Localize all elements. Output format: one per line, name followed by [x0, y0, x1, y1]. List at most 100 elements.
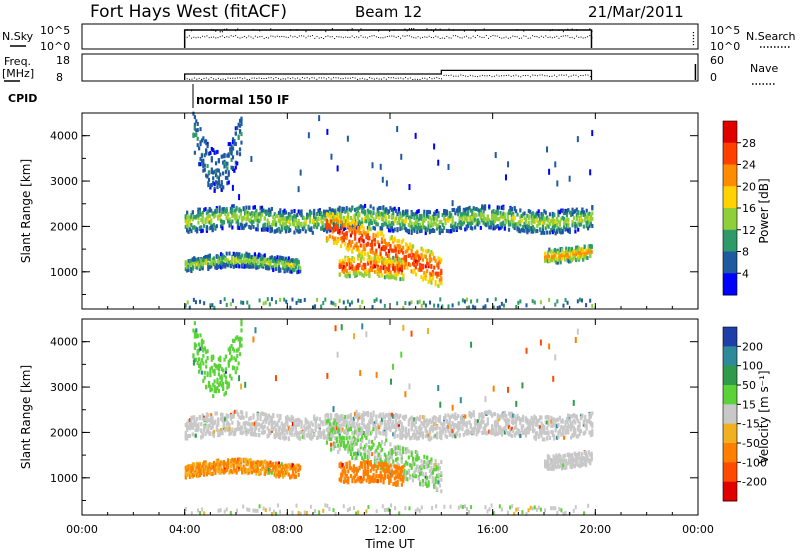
- echo-cell: [231, 137, 235, 142]
- echo-cell: [318, 209, 321, 214]
- echo-cell: [457, 301, 460, 306]
- echo-cell: [481, 412, 484, 417]
- echo-cell: [347, 272, 350, 277]
- echo-cell: [455, 415, 458, 420]
- echo-cell: [448, 211, 451, 216]
- echo-cell: [558, 220, 561, 225]
- echo-cell: [385, 274, 388, 279]
- echo-cell: [393, 206, 396, 211]
- echo-cell: [467, 209, 470, 214]
- echo-cell: [219, 212, 223, 217]
- echo-cell: [555, 260, 558, 265]
- echo-cell: [293, 259, 296, 264]
- echo-cell: [362, 267, 365, 272]
- echo-cell: [323, 429, 326, 434]
- nsearch-point: [505, 36, 507, 38]
- echo-cell: [355, 409, 358, 414]
- echo-cell: [332, 209, 336, 214]
- echo-cell: [494, 152, 497, 159]
- echo-cell: [349, 221, 353, 226]
- echo-cell: [589, 420, 593, 425]
- echo-cell: [341, 261, 344, 266]
- nsearch-point: [415, 37, 417, 39]
- echo-cell: [591, 130, 594, 137]
- echo-cell: [574, 221, 577, 226]
- echo-cell: [389, 228, 392, 233]
- nave-point: [364, 78, 366, 80]
- nsearch-point: [239, 37, 241, 39]
- echo-cell: [187, 267, 190, 272]
- echo-cell: [424, 227, 427, 232]
- echo-cell: [283, 259, 286, 264]
- echo-cell: [402, 245, 405, 250]
- echo-cell: [327, 226, 330, 231]
- echo-cell: [410, 221, 413, 226]
- echo-cell: [201, 219, 204, 224]
- echo-cell: [388, 275, 391, 280]
- echo-cell: [563, 257, 566, 262]
- nave-point: [544, 75, 546, 77]
- echo-cell: [431, 227, 434, 232]
- echo-cell: [465, 218, 468, 223]
- nave-point: [210, 77, 212, 79]
- echo-cell: [195, 258, 199, 263]
- echo-cell: [380, 256, 384, 261]
- echo-cell: [335, 226, 338, 231]
- echo-cell: [256, 227, 259, 232]
- echo-cell: [486, 417, 489, 422]
- echo-cell: [426, 212, 429, 217]
- freq-tick-bottom: 8: [56, 71, 63, 84]
- echo-cell: [190, 425, 193, 430]
- echo-cell: [356, 416, 360, 421]
- echo-cell: [190, 222, 193, 227]
- echo-cell: [404, 258, 408, 263]
- echo-cell: [299, 436, 302, 441]
- echo-cell: [417, 431, 420, 436]
- echo-cell: [557, 226, 560, 231]
- echo-cell: [386, 266, 389, 271]
- echo-cell: [499, 211, 502, 216]
- echo-cell: [455, 425, 458, 430]
- echo-cell: [407, 246, 410, 251]
- echo-cell: [375, 212, 378, 217]
- echo-cell: [478, 412, 481, 417]
- echo-cell: [397, 216, 401, 221]
- echo-cell: [504, 298, 507, 303]
- colorbar-swatch: [723, 186, 737, 209]
- echo-cell: [545, 258, 548, 263]
- echo-cell: [362, 417, 365, 422]
- echo-cell: [591, 424, 594, 429]
- echo-cell: [433, 216, 436, 221]
- power-cbar-label: Power [dB]: [757, 178, 771, 243]
- echo-cell: [503, 212, 506, 217]
- beam-label: Beam 12: [355, 3, 422, 21]
- echo-cell: [427, 226, 430, 231]
- echo-cell: [434, 417, 437, 422]
- echo-cell: [249, 431, 252, 436]
- echo-cell: [426, 429, 429, 434]
- echo-cell: [296, 221, 299, 226]
- echo-cell: [551, 225, 554, 230]
- echo-cell: [318, 433, 321, 438]
- echo-cell: [238, 118, 242, 123]
- echo-cell: [241, 410, 244, 415]
- echo-cell: [547, 418, 550, 423]
- echo-cell: [209, 185, 212, 190]
- echo-cell: [490, 210, 494, 215]
- nave-point: [352, 77, 354, 79]
- echo-cell: [299, 298, 302, 303]
- echo-cell: [434, 210, 437, 215]
- echo-cell: [364, 262, 367, 267]
- echo-cell: [231, 219, 234, 224]
- echo-cell: [403, 416, 406, 421]
- echo-cell: [443, 426, 446, 431]
- echo-cell: [373, 258, 377, 263]
- echo-cell: [200, 138, 204, 143]
- echo-cell: [414, 211, 417, 216]
- echo-cell: [375, 260, 378, 265]
- echo-cell: [239, 255, 242, 260]
- echo-cell: [584, 423, 587, 428]
- echo-cell: [407, 222, 410, 227]
- echo-cell: [541, 224, 545, 229]
- echo-cell: [253, 217, 257, 222]
